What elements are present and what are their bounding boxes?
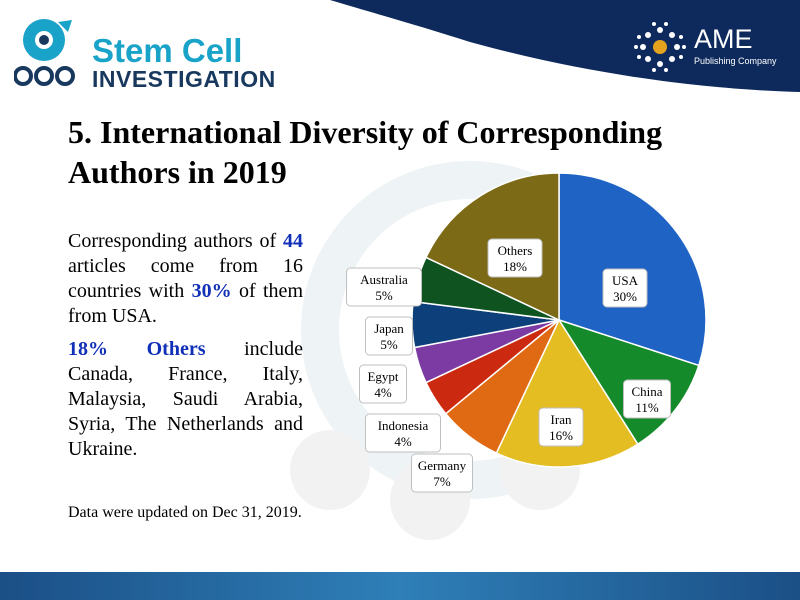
slice-name: Indonesia xyxy=(378,418,429,433)
slice-percent: 16% xyxy=(549,428,573,443)
slice-name: Japan xyxy=(374,321,404,336)
slice-name: Germany xyxy=(418,458,467,473)
article-count: 44 xyxy=(283,230,303,252)
update-note: Data were updated on Dec 31, 2019. xyxy=(68,504,302,521)
slice-percent: 4% xyxy=(394,434,412,449)
label-box xyxy=(623,379,671,419)
slice-percent: 30% xyxy=(613,289,637,304)
others-percentage: 18% Others xyxy=(68,338,206,360)
journal-logo-icon xyxy=(14,19,75,86)
slice-percent: 5% xyxy=(380,337,398,352)
slice-percent: 4% xyxy=(374,385,392,400)
slice-name: Egypt xyxy=(367,369,398,384)
desc-text-b: articles come from 16 countries with xyxy=(68,255,303,302)
publisher-subtitle: Publishing Company xyxy=(694,56,777,66)
label-box xyxy=(365,413,441,453)
pie-chart: USA30%China11%Iran16%Germany7%Indonesia4… xyxy=(346,172,707,493)
desc-text-a: Corresponding authors of xyxy=(68,230,283,252)
publisher-name: AME xyxy=(694,24,753,54)
pie-labels: USA30%China11%Iran16%Germany7%Indonesia4… xyxy=(346,238,671,493)
label-box xyxy=(365,316,413,356)
label-box xyxy=(602,268,648,308)
slice-name: Iran xyxy=(551,412,572,427)
slice-percent: 7% xyxy=(433,474,451,489)
label-box xyxy=(538,407,584,447)
slice-percent: 11% xyxy=(635,400,659,415)
slice-name: Others xyxy=(498,243,533,258)
description: Corresponding authors of 44 articles com… xyxy=(68,229,303,470)
label-box xyxy=(346,267,422,307)
publisher-logo-icon xyxy=(634,22,686,72)
label-box xyxy=(411,453,473,493)
journal-logo: Stem Cell INVESTIGATION xyxy=(14,16,284,92)
pie-slice-iran xyxy=(495,318,639,468)
desc-text-c: of them from USA. xyxy=(68,280,303,327)
usa-percentage: 30% xyxy=(191,280,232,302)
slice-name: Australia xyxy=(360,272,408,287)
slice-percent: 18% xyxy=(503,259,527,274)
label-box xyxy=(487,238,543,278)
slice-percent: 5% xyxy=(375,288,393,303)
description-paragraph-2: 18% Others include Canada, France, Italy… xyxy=(68,337,303,462)
slide-title: 5. International Diversity of Correspond… xyxy=(68,114,663,190)
footer-band xyxy=(0,572,800,600)
slice-name: USA xyxy=(612,273,639,288)
desc-text-d: include Canada, France, Italy, Malaysia,… xyxy=(68,338,303,460)
slice-name: China xyxy=(631,384,662,399)
description-paragraph-1: Corresponding authors of 44 articles com… xyxy=(68,229,303,329)
header-swoosh xyxy=(330,0,800,92)
publisher-logo: AME Publishing Company xyxy=(632,22,792,72)
journal-name-line1: Stem Cell xyxy=(92,32,243,69)
journal-name-line2: INVESTIGATION xyxy=(92,66,276,92)
label-box xyxy=(359,364,407,404)
